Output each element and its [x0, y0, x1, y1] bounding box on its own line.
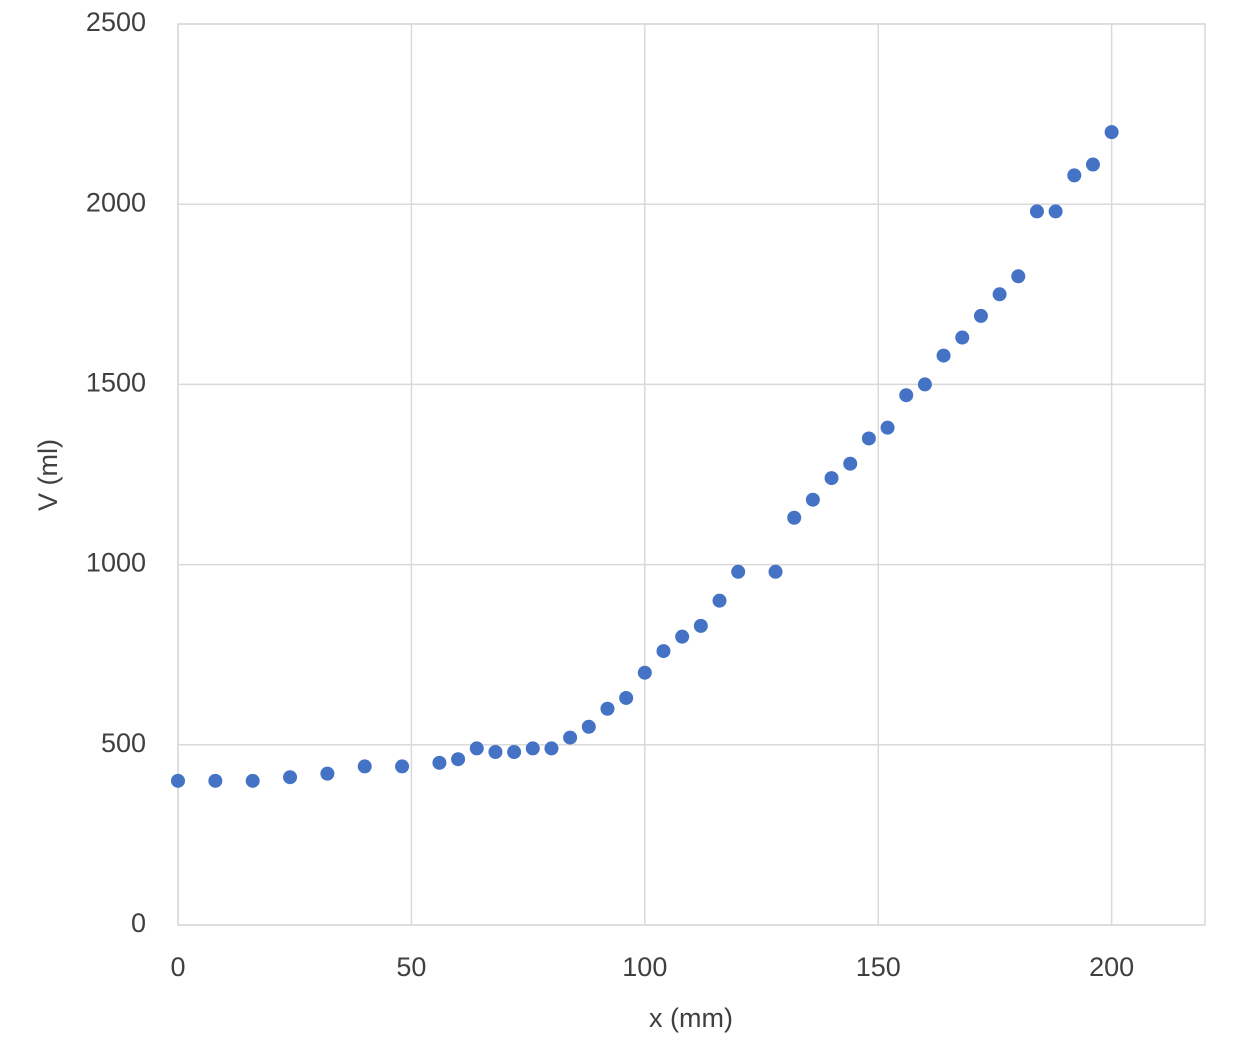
point — [1011, 269, 1026, 284]
point — [824, 471, 839, 486]
point — [1048, 204, 1063, 219]
point — [917, 377, 932, 392]
point — [488, 745, 503, 760]
x-tick-label: 150 — [856, 952, 901, 982]
x-axis-label: x (mm) — [649, 1003, 733, 1033]
x-tick-label: 50 — [396, 952, 426, 982]
y-tick-label: 1500 — [86, 368, 146, 398]
point — [637, 665, 652, 680]
point — [936, 348, 951, 363]
point — [787, 510, 802, 525]
point — [861, 431, 876, 446]
y-tick-label: 1000 — [86, 548, 146, 578]
point — [432, 755, 447, 770]
point — [283, 770, 298, 785]
point — [1104, 125, 1119, 140]
point — [693, 618, 708, 633]
point — [208, 773, 223, 788]
point — [525, 741, 540, 756]
y-tick-label: 2500 — [86, 7, 146, 37]
point — [768, 564, 783, 579]
point — [451, 752, 466, 767]
point — [1085, 157, 1100, 172]
point — [171, 773, 185, 788]
point — [357, 759, 372, 774]
point — [731, 564, 746, 579]
point — [805, 492, 820, 507]
point — [600, 701, 615, 716]
x-tick-label: 200 — [1089, 952, 1134, 982]
point — [955, 330, 970, 345]
point — [544, 741, 559, 756]
point — [619, 690, 634, 705]
point — [245, 773, 260, 788]
y-tick-label: 500 — [101, 728, 146, 758]
point — [880, 420, 895, 435]
point — [675, 629, 690, 644]
point — [992, 287, 1007, 302]
point — [581, 719, 596, 734]
x-tick-label: 0 — [170, 952, 185, 982]
point — [395, 759, 410, 774]
point — [843, 456, 858, 471]
point — [656, 644, 671, 659]
point — [320, 766, 335, 781]
x-tick-label: 100 — [622, 952, 667, 982]
point — [1067, 168, 1082, 183]
point — [563, 730, 578, 745]
y-tick-label: 2000 — [86, 187, 146, 217]
point — [973, 308, 988, 323]
point — [1029, 204, 1044, 219]
point — [507, 745, 522, 760]
y-tick-label: 0 — [131, 908, 146, 938]
point — [899, 388, 914, 403]
plot-frame — [177, 23, 1206, 926]
point — [469, 741, 484, 756]
point — [712, 593, 727, 608]
y-axis-label: V (ml) — [33, 439, 63, 511]
